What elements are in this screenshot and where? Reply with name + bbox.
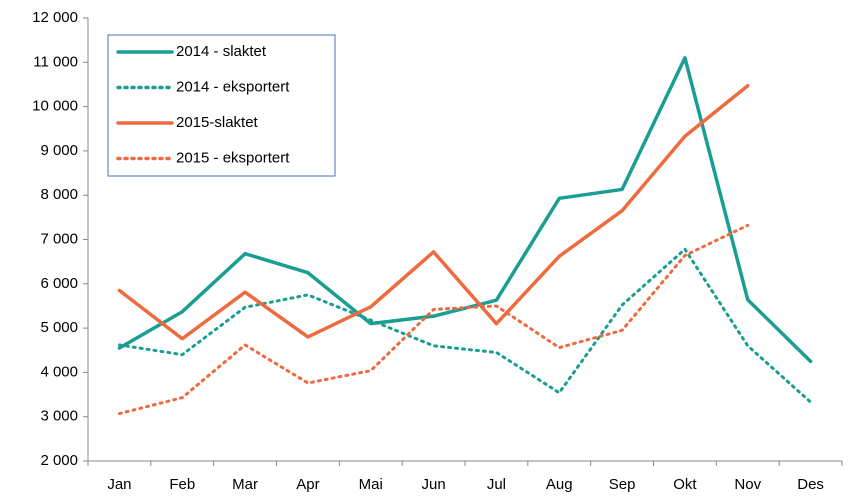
- legend-label: 2015 - eksportert: [176, 149, 290, 166]
- legend-label: 2014 - eksportert: [176, 78, 290, 95]
- legend-label: 2015-slaktet: [176, 114, 259, 131]
- x-tick-label: Jul: [487, 476, 506, 493]
- y-tick-label: 7 000: [40, 230, 78, 247]
- x-tick-label: Okt: [673, 476, 697, 493]
- series-line: [117, 84, 750, 341]
- series-line: [117, 223, 750, 416]
- series-line: [117, 247, 813, 404]
- y-tick-label: 12 000: [32, 9, 78, 26]
- y-tick-label: 5 000: [40, 319, 78, 336]
- y-tick-label: 8 000: [40, 186, 78, 203]
- x-tick-label: Jan: [107, 476, 131, 493]
- legend-label: 2014 - slaktet: [176, 43, 267, 60]
- x-tick-label: Des: [797, 476, 824, 493]
- y-tick-label: 3 000: [40, 408, 78, 425]
- y-tick-label: 11 000: [33, 53, 78, 70]
- x-tick-label: Aug: [546, 476, 573, 493]
- y-tick-label: 10 000: [32, 98, 78, 115]
- y-tick-label: 6 000: [40, 275, 78, 292]
- y-tick-label: 2 000: [40, 452, 78, 469]
- x-tick-label: Mai: [359, 476, 383, 493]
- x-tick-label: Mar: [232, 476, 258, 493]
- legend-box: [107, 34, 336, 177]
- x-tick-label: Nov: [734, 476, 761, 493]
- x-tick-label: Sep: [609, 476, 636, 493]
- series-line: [117, 56, 813, 364]
- x-tick-label: Jun: [421, 476, 445, 493]
- y-tick-label: 9 000: [40, 142, 78, 159]
- x-tick-label: Feb: [169, 476, 195, 493]
- x-tick-label: Apr: [296, 476, 319, 493]
- y-tick-label: 4 000: [40, 363, 78, 380]
